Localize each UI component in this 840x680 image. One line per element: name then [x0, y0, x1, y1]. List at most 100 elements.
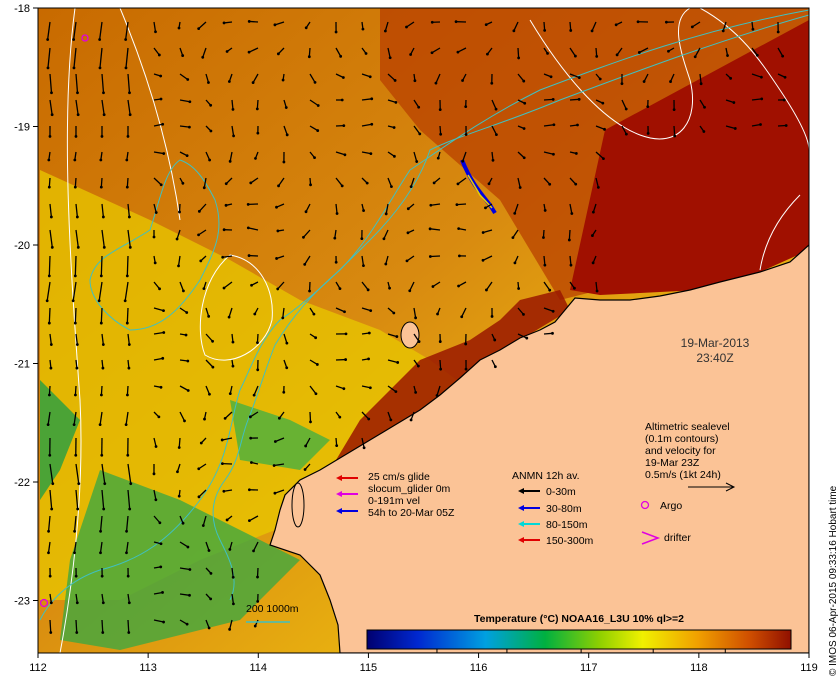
velocity-vector [569, 73, 580, 79]
velocity-vector-head [99, 274, 103, 278]
velocity-vector-head [277, 416, 281, 420]
velocity-vector [153, 307, 164, 312]
velocity-vector-head [222, 21, 226, 25]
velocity-vector [253, 385, 259, 396]
velocity-vector-head [456, 182, 460, 186]
cloud-mask-region [570, 20, 809, 295]
velocity-vector [256, 99, 259, 109]
velocity-vector [249, 20, 259, 23]
velocity-vector-head [494, 107, 498, 111]
velocity-vector [543, 307, 554, 312]
velocity-vector-head [185, 311, 189, 314]
velocity-vector-head [461, 79, 464, 82]
velocity-vector-head [162, 331, 166, 334]
velocity-vector-head [152, 235, 156, 239]
velocity-vector-head [522, 127, 526, 130]
velocity-vector-head [338, 415, 342, 419]
velocity-vector [517, 333, 528, 339]
velocity-vector [153, 281, 161, 290]
velocity-vector-head [595, 55, 599, 58]
velocity-vector-head [511, 236, 515, 240]
velocity-vector-head [73, 321, 77, 325]
velocity-vector [127, 619, 130, 633]
velocity-vector-head [100, 574, 104, 578]
velocity-vector [223, 281, 233, 289]
velocity-vector-head [430, 51, 434, 55]
velocity-vector-head [382, 237, 386, 241]
velocity-vector-head [523, 101, 527, 105]
velocity-vector-head [125, 529, 128, 533]
velocity-vector-head [225, 50, 229, 53]
velocity-vector [431, 47, 441, 54]
velocity-vector [126, 255, 129, 276]
lon-tick-label: 116 [470, 662, 488, 674]
velocity-vector-head [225, 518, 229, 522]
arrow-head-icon [336, 491, 342, 497]
arrow-head-icon [336, 508, 342, 514]
velocity-vector-head [72, 66, 76, 70]
velocity-vector [178, 437, 181, 448]
velocity-vector [569, 47, 576, 57]
velocity-vector-head [209, 597, 213, 601]
velocity-vector-head [49, 366, 53, 370]
velocity-vector-head [525, 336, 529, 340]
velocity-vector-head [333, 236, 337, 240]
velocity-vector [248, 47, 259, 53]
velocity-vector-head [249, 436, 253, 440]
velocity-vector-head [312, 312, 316, 316]
velocity-vector-head [490, 81, 494, 85]
velocity-vector [249, 515, 259, 522]
velocity-vector-head [187, 125, 191, 129]
velocity-vector [153, 123, 163, 127]
velocity-vector-head [776, 30, 780, 34]
velocity-vector-head [73, 185, 77, 189]
velocity-vector-head [285, 366, 289, 370]
velocity-vector [101, 463, 106, 484]
altimetry-legend-line: and velocity for [645, 445, 716, 457]
velocity-vector [252, 541, 259, 552]
velocity-vector [73, 411, 77, 425]
colorbar-tick-label: 30 [719, 659, 731, 671]
velocity-vector-head [396, 361, 400, 364]
velocity-vector [694, 47, 701, 58]
timestamp-date: 19-Mar-2013 [681, 336, 750, 350]
velocity-vector [491, 125, 497, 135]
velocity-vector-head [334, 260, 338, 264]
velocity-vector-head [48, 135, 52, 138]
velocity-vector-head [76, 245, 80, 249]
velocity-vector-head [364, 52, 368, 55]
argo-icon [640, 500, 650, 510]
velocity-vector-head [220, 438, 224, 442]
velocity-vector-head [75, 343, 79, 346]
velocity-vector [591, 21, 597, 32]
velocity-vector-head [384, 262, 388, 266]
markers-legend: Argo drifter [640, 500, 691, 545]
velocity-vector-head [228, 392, 232, 396]
velocity-vector-head [624, 107, 628, 111]
velocity-vector-head [102, 91, 105, 95]
velocity-vector-head [197, 233, 200, 237]
velocity-vector-head [99, 321, 103, 325]
velocity-vector-head [49, 343, 53, 346]
velocity-vector [406, 21, 415, 28]
velocity-vector-head [209, 129, 213, 133]
lat-tick-label: -20 [14, 240, 30, 252]
velocity-vector [383, 229, 389, 239]
velocity-vector-head [577, 76, 581, 79]
velocity-vector [75, 73, 79, 93]
arrow-head-icon [518, 505, 524, 511]
velocity-vector-head [273, 491, 277, 495]
velocity-vector [49, 203, 53, 218]
velocity-vector-head [383, 29, 387, 33]
velocity-vector [517, 73, 525, 82]
velocity-vector-head [370, 122, 374, 126]
velocity-vector-head [603, 127, 606, 131]
velocity-vector-head [517, 56, 521, 60]
velocity-vector-head [178, 210, 181, 214]
velocity-vector [47, 47, 51, 68]
velocity-vector-head [569, 263, 573, 267]
timestamp-time: 23:40Z [696, 351, 733, 365]
velocity-vector-head [394, 390, 398, 394]
velocity-vector [361, 307, 371, 312]
velocity-vector [335, 203, 338, 214]
